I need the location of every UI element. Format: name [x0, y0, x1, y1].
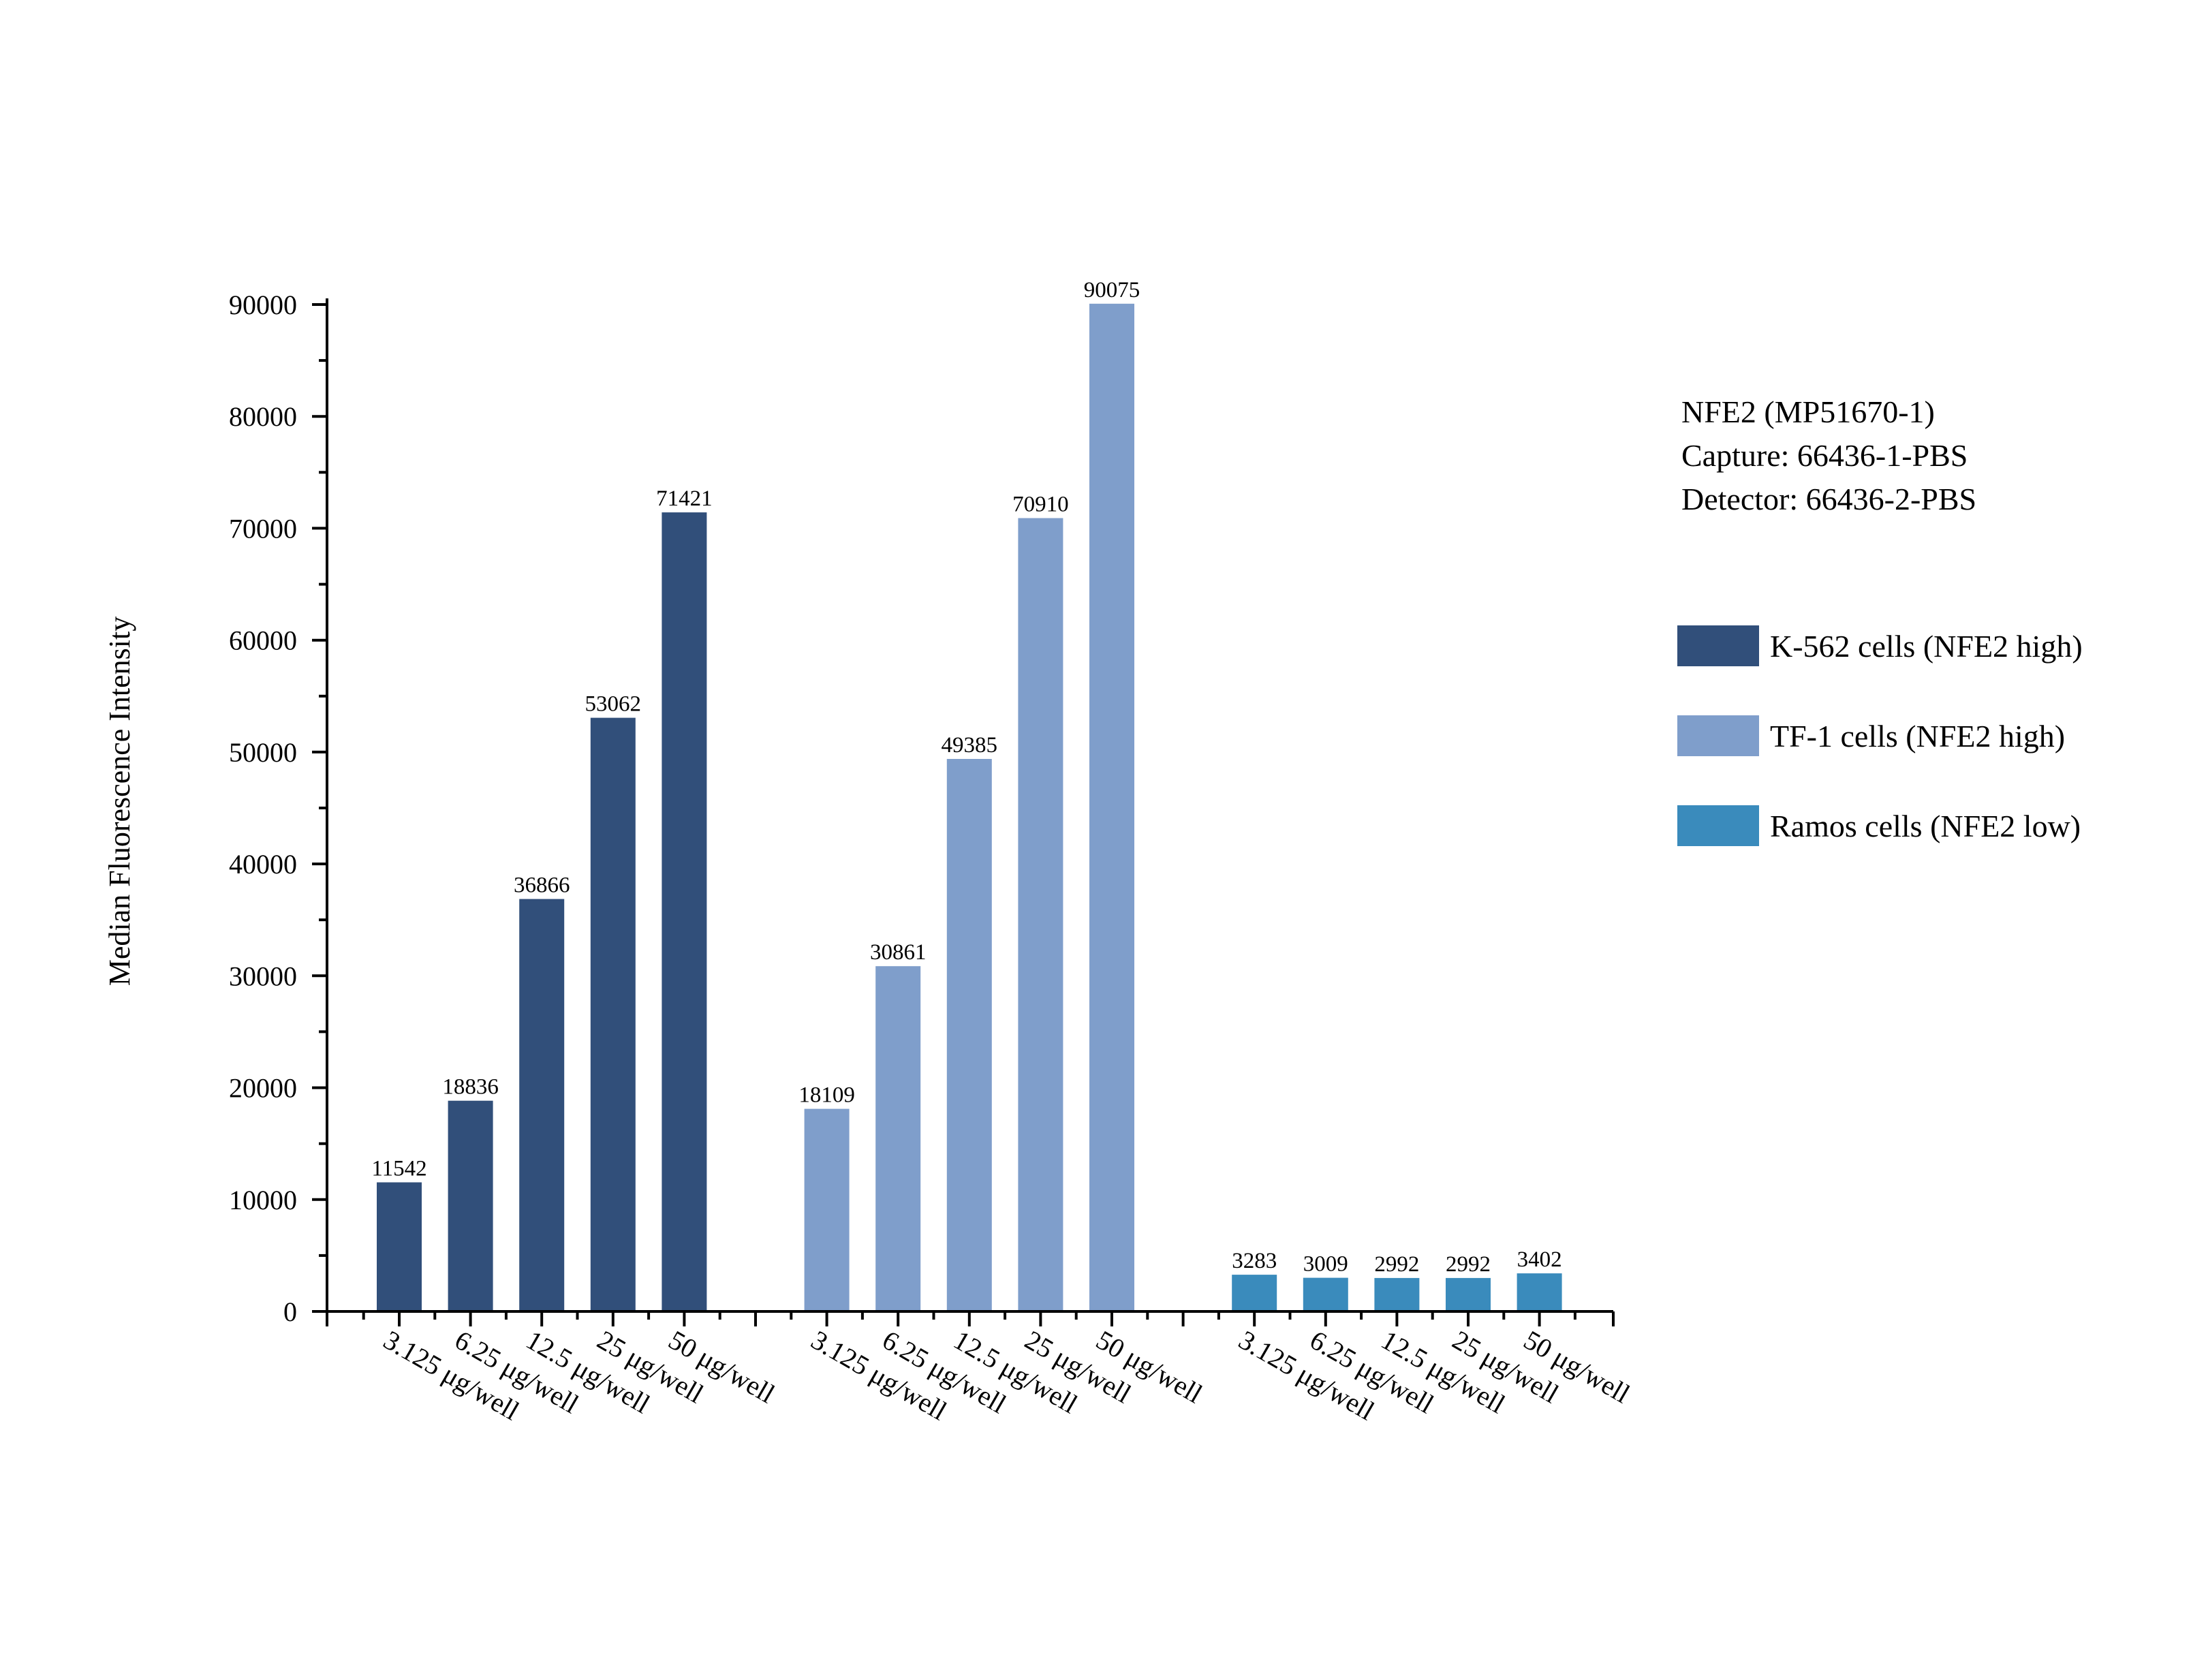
legend-label-2: TF-1 cells (NFE2 high): [1770, 719, 2065, 753]
y-tick-label-3: 30000: [229, 961, 297, 991]
bar-1-4: [590, 717, 636, 1311]
data-label-2-1: 18109: [798, 1083, 855, 1108]
data-label-3-1: 3283: [1232, 1249, 1277, 1273]
data-label-1-4: 53062: [585, 692, 642, 717]
y-axis-title: Median Fluorescence Intensity: [103, 617, 136, 986]
legend-label-1: K-562 cells (NFE2 high): [1770, 629, 2083, 664]
y-tick-label-0: 0: [283, 1296, 297, 1327]
bar-1-3: [519, 899, 565, 1311]
data-label-3-2: 3009: [1303, 1252, 1348, 1277]
bars-layer: [377, 303, 1562, 1311]
legend-label-3: Ramos cells (NFE2 low): [1770, 809, 2081, 843]
data-label-2-2: 30861: [870, 940, 927, 965]
legend: K-562 cells (NFE2 high) TF-1 cells (NFE2 …: [1677, 625, 2083, 846]
bar-2-2: [875, 966, 921, 1311]
bar-3-1: [1232, 1275, 1277, 1311]
y-tick-label-4: 40000: [229, 849, 297, 880]
y-tick-label-1: 10000: [229, 1185, 297, 1215]
data-label-2-3: 49385: [942, 733, 998, 758]
legend-swatch-2: [1677, 715, 1759, 756]
bar-2-3: [946, 759, 992, 1311]
bar-1-5: [662, 512, 707, 1311]
data-label-1-2: 18836: [442, 1075, 499, 1100]
bar-3-3: [1374, 1277, 1420, 1311]
y-tick-label-7: 70000: [229, 513, 297, 544]
y-tick-label-9: 90000: [229, 290, 297, 320]
y-tick-label-2: 20000: [229, 1073, 297, 1104]
info-panel: NFE2 (MP51670-1) Capture: 66436-1-PBS Dete…: [1681, 394, 1976, 516]
axes-layer: [312, 298, 1615, 1326]
legend-swatch-1: [1677, 625, 1759, 666]
info-line-1: NFE2 (MP51670-1): [1681, 394, 1935, 429]
data-label-3-5: 3402: [1517, 1247, 1562, 1272]
legend-swatch-3: [1677, 805, 1759, 846]
bar-3-2: [1303, 1277, 1348, 1311]
bar-1-1: [377, 1182, 422, 1311]
data-label-2-4: 70910: [1012, 493, 1069, 517]
data-label-1-1: 11542: [371, 1157, 426, 1181]
y-tick-label-5: 50000: [229, 737, 297, 768]
data-label-2-5: 90075: [1084, 278, 1140, 302]
info-line-2: Capture: 66436-1-PBS: [1681, 438, 1968, 473]
bar-2-1: [804, 1108, 850, 1311]
data-label-3-4: 2992: [1446, 1252, 1491, 1277]
info-line-3: Detector: 66436-2-PBS: [1681, 482, 1976, 516]
bar-3-5: [1517, 1273, 1562, 1311]
bar-2-4: [1018, 518, 1063, 1311]
bar-1-2: [448, 1100, 493, 1311]
data-label-1-3: 36866: [514, 873, 570, 898]
bar-2-5: [1089, 303, 1134, 1311]
y-tick-label-6: 60000: [229, 625, 297, 656]
data-label-1-5: 71421: [656, 486, 713, 511]
data-label-3-3: 2992: [1374, 1252, 1419, 1277]
y-tick-label-8: 80000: [229, 401, 297, 432]
bar-3-4: [1446, 1277, 1491, 1311]
